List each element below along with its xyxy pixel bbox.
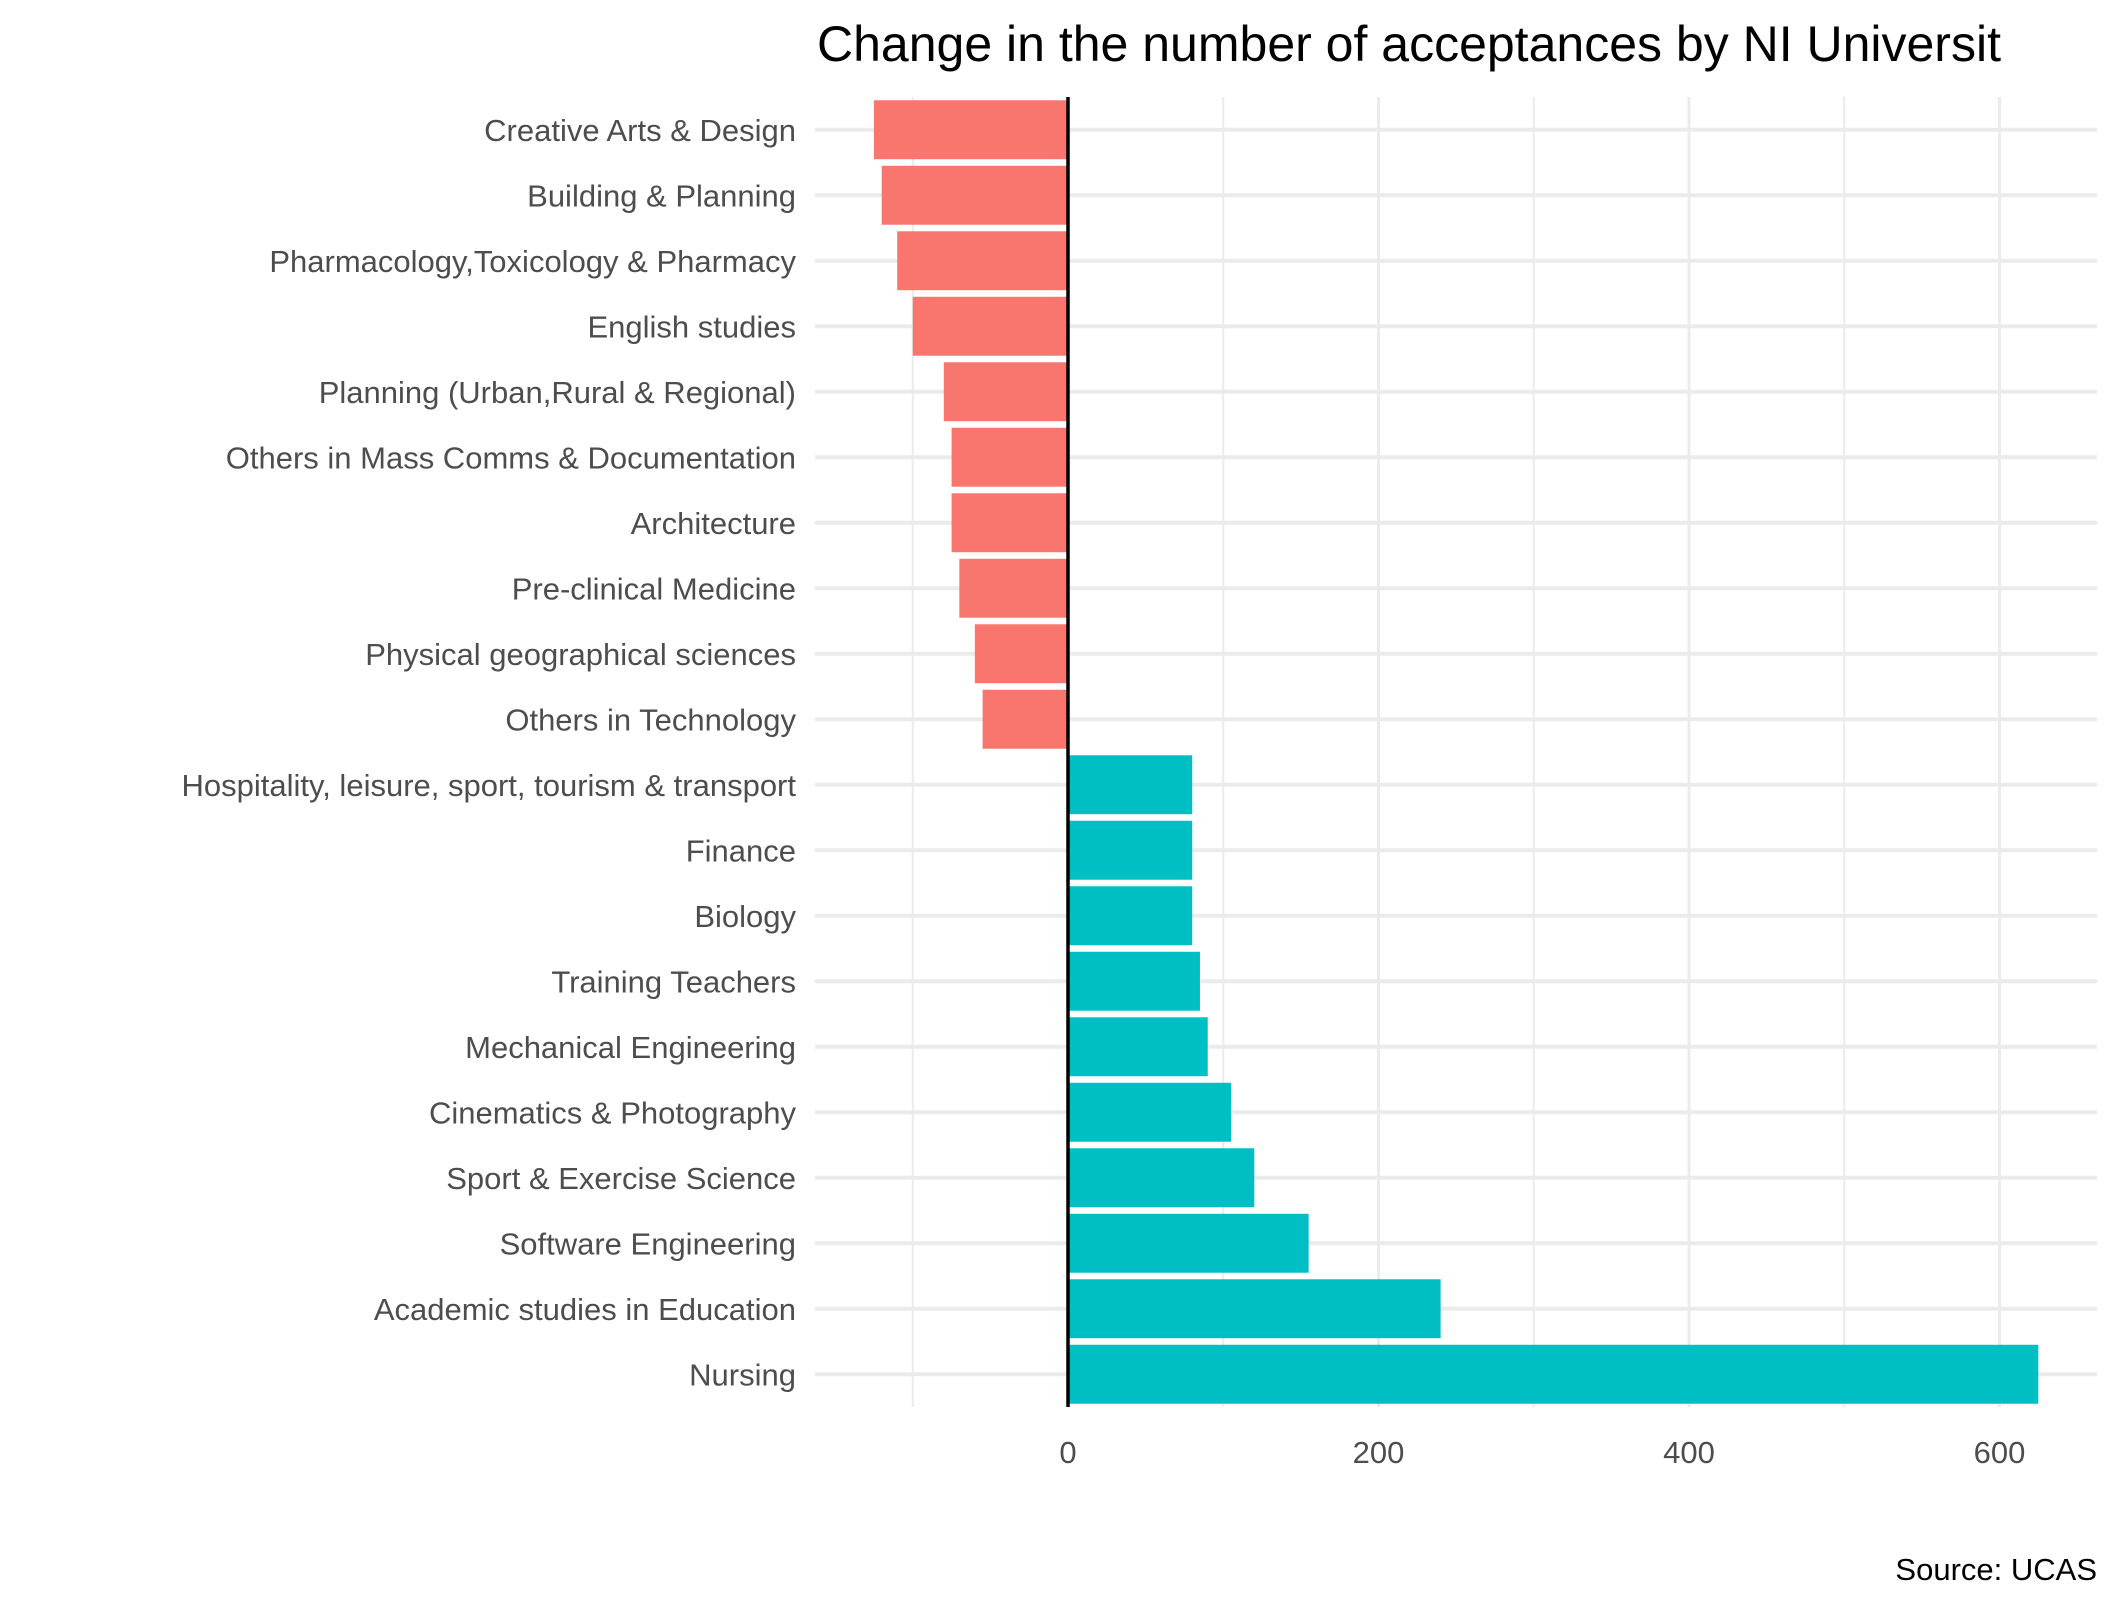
bar: [951, 427, 1068, 487]
category-label: Physical geographical sciences: [365, 637, 796, 672]
bar: [1068, 951, 1200, 1011]
category-label: Pre-clinical Medicine: [512, 571, 796, 606]
category-label: Finance: [686, 833, 796, 868]
category-labels: Creative Arts & Design Building & Plannin…: [182, 113, 797, 1393]
category-label: Academic studies in Education: [374, 1292, 796, 1327]
bar: [881, 165, 1068, 225]
category-label: Hospitality, leisure, sport, tourism & t…: [182, 768, 797, 803]
bar: [1068, 1213, 1309, 1273]
bar: [912, 296, 1068, 356]
category-label: Planning (Urban,Rural & Regional): [319, 375, 796, 410]
source-caption: Source: UCAS: [1895, 1552, 2097, 1587]
bar: [1068, 1344, 2039, 1404]
chart-title: Change in the number of acceptances by N…: [817, 16, 2001, 72]
bar: [1068, 1017, 1208, 1077]
category-label: Biology: [694, 899, 796, 934]
category-label: English studies: [587, 309, 796, 344]
category-label: Others in Mass Comms & Documentation: [226, 440, 796, 475]
category-label: Building & Planning: [527, 178, 796, 213]
bar: [1068, 1279, 1441, 1339]
bar: [897, 231, 1068, 291]
bar: [1068, 1082, 1232, 1142]
bar: [1068, 886, 1193, 946]
category-label: Creative Arts & Design: [484, 113, 796, 148]
bar: [951, 493, 1068, 553]
bar: [943, 362, 1068, 422]
bar: [974, 624, 1068, 684]
bar: [1068, 820, 1193, 880]
bar: [873, 100, 1068, 160]
x-tick-label: 200: [1353, 1435, 1405, 1470]
category-label: Others in Technology: [505, 702, 796, 737]
category-label: Pharmacology,Toxicology & Pharmacy: [269, 244, 796, 279]
category-label: Architecture: [631, 506, 796, 541]
category-label: Sport & Exercise Science: [446, 1161, 796, 1196]
grid-layer: [815, 97, 2097, 1407]
category-label: Training Teachers: [551, 964, 796, 999]
bar-layer: [873, 97, 2039, 1407]
bar: [1068, 1148, 1255, 1208]
x-axis-ticks: 0 200 400 600: [1059, 1435, 2025, 1470]
x-tick-label: 0: [1059, 1435, 1076, 1470]
x-tick-label: 400: [1663, 1435, 1715, 1470]
x-tick-label: 600: [1974, 1435, 2026, 1470]
category-label: Nursing: [689, 1357, 796, 1392]
category-label: Software Engineering: [500, 1226, 796, 1261]
bar: [959, 558, 1068, 618]
bar: [1068, 755, 1193, 815]
bar: [982, 689, 1068, 749]
category-label: Mechanical Engineering: [465, 1030, 796, 1065]
category-label: Cinematics & Photography: [429, 1095, 797, 1130]
